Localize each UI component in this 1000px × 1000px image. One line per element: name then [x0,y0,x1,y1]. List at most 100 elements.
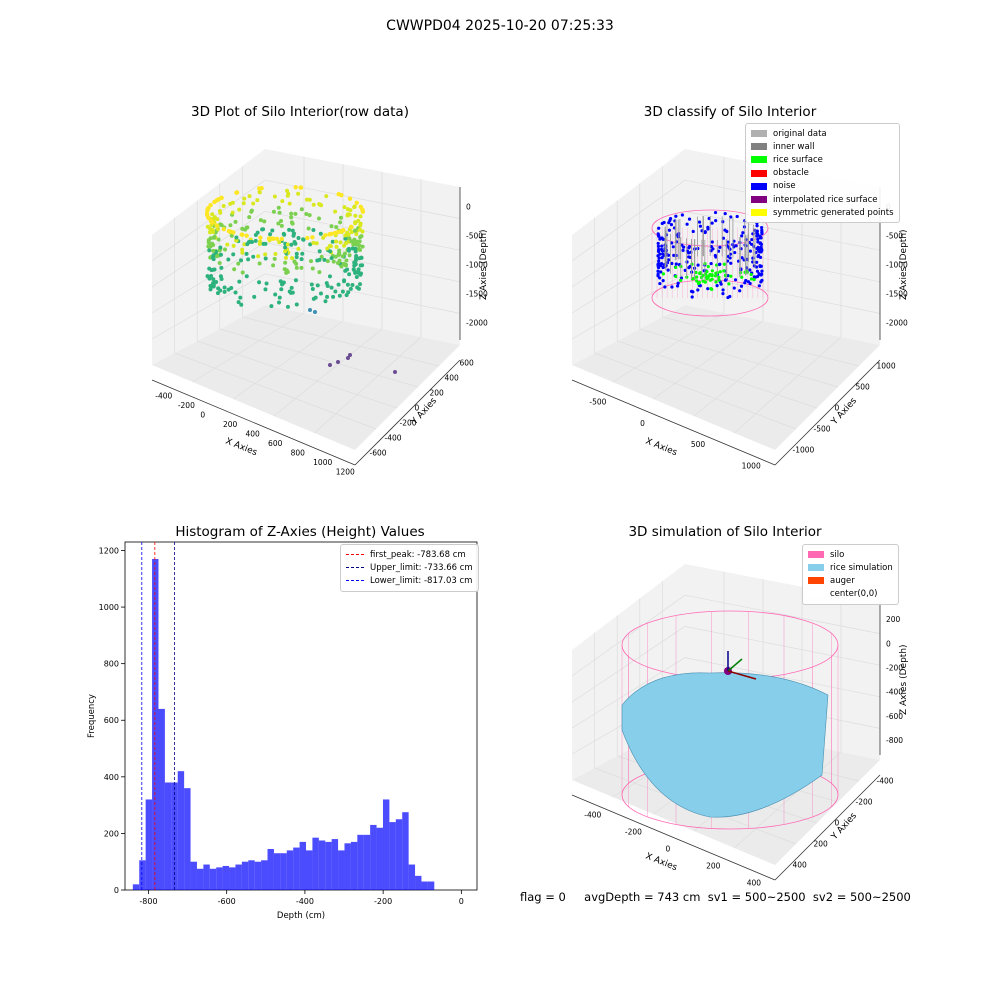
legend-label: obstacle [773,168,809,179]
histogram-bars [132,558,435,890]
data-point [337,250,342,255]
rice-surface-point [709,287,713,291]
x-tick-label: -200 [178,401,195,410]
rice-surface-point [706,265,710,269]
data-point [340,228,345,233]
noise-point [666,268,670,272]
histogram-bar [229,867,236,890]
noise-point [714,219,718,223]
data-point [273,251,278,256]
data-point [253,233,258,238]
rice-surface-point [749,272,753,277]
data-point [226,257,231,262]
data-point [282,232,287,237]
simulation-3d-plot: -400 -200 0 200 400 400 200 0 -200 -400 200 0 -200 -4… [571,564,909,888]
data-point [279,287,284,292]
data-point [283,245,288,250]
data-point [277,240,282,245]
data-point [311,228,316,233]
data-point [253,238,258,243]
data-point [357,256,362,261]
data-point [273,292,278,297]
rice-surface-point [674,274,678,279]
data-point [339,264,344,269]
data-point [242,196,247,201]
x-tick-label: 800 [291,448,306,457]
data-point [342,278,347,283]
data-point [205,274,210,279]
status-footer: flag = 0 avgDepth = 743 cm sv1 = 500~250… [520,890,911,904]
data-point [289,285,294,290]
z-tick-label: 200 [886,615,901,624]
y-tick-label: -400 [385,434,402,443]
noise-point [657,226,661,230]
data-point [212,280,217,285]
y-tick-label: 0 [114,886,119,895]
histogram-bar [421,881,428,890]
legend-entry: auger [808,574,893,587]
noise-point [732,286,736,290]
noise-point [709,245,714,249]
data-point [337,293,342,298]
noise-point [681,248,685,252]
data-point [244,274,249,279]
data-point [251,254,256,259]
data-point [343,233,348,238]
noise-point [679,276,684,280]
data-point [285,188,290,193]
noise-point [709,261,713,266]
x-axis-label: X Axies [224,437,259,459]
histogram-bar [164,782,172,890]
data-point [205,224,210,229]
data-point [304,197,309,202]
data-point [301,237,306,242]
legend-entry: original data [751,127,894,140]
data-point [348,286,353,291]
grid-line [273,328,383,417]
histogram-bar [395,819,403,890]
data-point [349,230,354,235]
grid-line [684,626,881,666]
data-point [219,265,224,270]
data-point [340,289,345,294]
y-tick-label: 400 [793,861,808,870]
noise-point [738,289,742,293]
legend-label: inner wall [773,141,815,152]
noise-point [670,261,674,266]
data-point [238,295,243,300]
y-axis-line [774,359,881,466]
data-point [233,219,238,224]
data-point [299,207,304,212]
classify-point-cloud [651,209,769,317]
noise-point [663,285,667,289]
x-tick-label: 400 [747,879,762,888]
data-point [257,241,262,246]
noise-point [759,247,764,251]
noise-point [658,281,662,286]
data-point [257,280,262,285]
legend-swatch [808,551,824,559]
y-tick-label: 400 [104,773,119,782]
data-point [271,209,276,214]
data-point [311,202,316,207]
data-point [246,257,251,262]
grid-line [662,316,860,367]
data-point [244,251,249,256]
data-point [210,212,215,217]
z-tick-label: -2000 [466,319,488,328]
histogram-bar [267,848,274,890]
grid-line [652,320,764,400]
data-point [358,271,363,276]
noise-point [656,272,660,276]
data-point [229,285,234,290]
rice-surface-point [729,274,733,278]
data-point [234,238,239,243]
data-point [315,283,320,288]
data-point [294,261,299,266]
noise-point [721,288,725,292]
data-point [257,261,262,266]
auger-axis [727,658,743,672]
data-point [269,304,274,309]
data-point [244,225,249,230]
data-point [360,263,365,268]
